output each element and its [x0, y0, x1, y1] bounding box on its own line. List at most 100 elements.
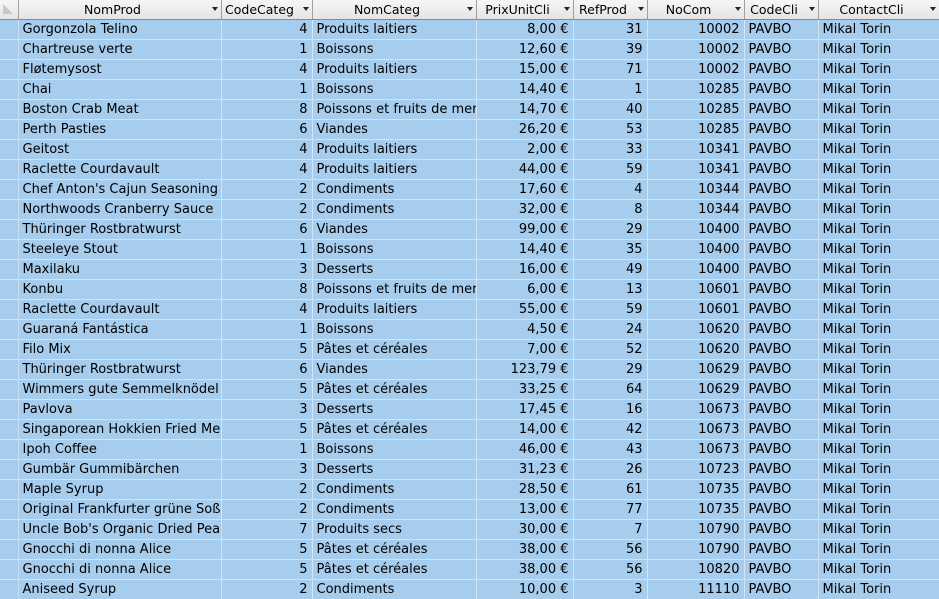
cell-nocom[interactable]: 10344: [647, 199, 745, 220]
cell-nomcateg[interactable]: Viandes: [312, 359, 477, 380]
cell-nocom[interactable]: 10735: [647, 479, 745, 500]
cell-nocom[interactable]: 10285: [647, 79, 745, 100]
cell-nomprod[interactable]: Raclette Courdavault: [18, 299, 222, 320]
cell-codecateg[interactable]: 1: [221, 39, 313, 60]
cell-nomprod[interactable]: Chai: [18, 79, 222, 100]
cell-prixunitcli[interactable]: 7,00 €: [476, 339, 574, 360]
cell-refprod[interactable]: 61: [573, 479, 648, 500]
cell-codecli[interactable]: PAVBO: [744, 59, 819, 80]
cell-codecli[interactable]: PAVBO: [744, 459, 819, 480]
cell-codecateg[interactable]: 5: [221, 379, 313, 400]
cell-nomcateg[interactable]: Pâtes et céréales: [312, 539, 477, 560]
table-row[interactable]: Boston Crab Meat 8 Poissons et fruits de m…: [0, 99, 939, 120]
cell-codecli[interactable]: PAVBO: [744, 359, 819, 380]
column-header-refprod[interactable]: RefProd: [573, 0, 648, 20]
cell-codecateg[interactable]: 1: [221, 319, 313, 340]
cell-nomprod[interactable]: Gumbär Gummibärchen: [18, 459, 222, 480]
cell-prixunitcli[interactable]: 15,00 €: [476, 59, 574, 80]
cell-nomprod[interactable]: Steeleye Stout: [18, 239, 222, 260]
row-selector[interactable]: [0, 39, 19, 60]
cell-nomcateg[interactable]: Condiments: [312, 579, 477, 599]
cell-codecateg[interactable]: 6: [221, 359, 313, 380]
cell-contactcli[interactable]: Mikal Torin: [818, 519, 939, 540]
cell-codecateg[interactable]: 2: [221, 479, 313, 500]
table-row[interactable]: Guaraná Fantástica 1 Boissons 4,50 €24 10620…: [0, 319, 939, 340]
cell-contactcli[interactable]: Mikal Torin: [818, 239, 939, 260]
row-selector[interactable]: [0, 279, 19, 300]
cell-contactcli[interactable]: Mikal Torin: [818, 79, 939, 100]
cell-nomprod[interactable]: Gnocchi di nonna Alice: [18, 559, 222, 580]
cell-nomprod[interactable]: Pavlova: [18, 399, 222, 420]
chevron-down-icon[interactable]: [637, 7, 644, 11]
cell-prixunitcli[interactable]: 2,00 €: [476, 139, 574, 160]
table-row[interactable]: Perth Pasties 6 Viandes 26,20 €53 10285 PAVBO…: [0, 119, 939, 140]
cell-codecateg[interactable]: 4: [221, 59, 313, 80]
cell-nomprod[interactable]: Geitost: [18, 139, 222, 160]
cell-nomprod[interactable]: Filo Mix: [18, 339, 222, 360]
cell-contactcli[interactable]: Mikal Torin: [818, 539, 939, 560]
cell-refprod[interactable]: 71: [573, 59, 648, 80]
cell-codecateg[interactable]: 3: [221, 399, 313, 420]
table-row[interactable]: Raclette Courdavault 4 Produits laitiers 55…: [0, 299, 939, 320]
cell-refprod[interactable]: 31: [573, 19, 648, 40]
cell-refprod[interactable]: 53: [573, 119, 648, 140]
cell-prixunitcli[interactable]: 10,00 €: [476, 579, 574, 599]
cell-nocom[interactable]: 10723: [647, 459, 745, 480]
cell-codecli[interactable]: PAVBO: [744, 279, 819, 300]
row-selector[interactable]: [0, 139, 19, 160]
cell-nocom[interactable]: 10002: [647, 59, 745, 80]
cell-codecli[interactable]: PAVBO: [744, 259, 819, 280]
table-row[interactable]: Raclette Courdavault 4 Produits laitiers 44…: [0, 159, 939, 180]
table-row[interactable]: Northwoods Cranberry Sauce 2 Condiments 32,…: [0, 199, 939, 220]
cell-nocom[interactable]: 10285: [647, 119, 745, 140]
table-row[interactable]: Thüringer Rostbratwurst 6 Viandes 99,00 €29…: [0, 219, 939, 240]
cell-contactcli[interactable]: Mikal Torin: [818, 259, 939, 280]
cell-refprod[interactable]: 56: [573, 559, 648, 580]
table-row[interactable]: Fløtemysost 4 Produits laitiers 15,00 €71 10…: [0, 59, 939, 80]
cell-codecli[interactable]: PAVBO: [744, 119, 819, 140]
row-selector[interactable]: [0, 59, 19, 80]
cell-refprod[interactable]: 56: [573, 539, 648, 560]
chevron-down-icon[interactable]: [466, 7, 473, 11]
chevron-down-icon[interactable]: [563, 7, 570, 11]
table-row[interactable]: Chartreuse verte 1 Boissons 12,60 €39 10002 P…: [0, 39, 939, 60]
table-row[interactable]: Aniseed Syrup 2 Condiments 10,00 €3 11110 PAV…: [0, 579, 939, 599]
cell-codecli[interactable]: PAVBO: [744, 219, 819, 240]
cell-refprod[interactable]: 13: [573, 279, 648, 300]
cell-nomcateg[interactable]: Produits laitiers: [312, 59, 477, 80]
cell-refprod[interactable]: 8: [573, 199, 648, 220]
column-header-nomprod[interactable]: NomProd: [18, 0, 222, 20]
row-selector[interactable]: [0, 159, 19, 180]
cell-codecateg[interactable]: 6: [221, 219, 313, 240]
row-selector[interactable]: [0, 579, 19, 599]
cell-nomprod[interactable]: Gnocchi di nonna Alice: [18, 539, 222, 560]
cell-nocom[interactable]: 10344: [647, 179, 745, 200]
cell-nomcateg[interactable]: Produits laitiers: [312, 19, 477, 40]
cell-nomcateg[interactable]: Desserts: [312, 459, 477, 480]
table-row[interactable]: Maple Syrup 2 Condiments 28,50 €61 10735 PAVB…: [0, 479, 939, 500]
cell-nocom[interactable]: 10673: [647, 399, 745, 420]
select-all-button[interactable]: [0, 0, 19, 20]
cell-codecateg[interactable]: 5: [221, 539, 313, 560]
cell-contactcli[interactable]: Mikal Torin: [818, 299, 939, 320]
cell-contactcli[interactable]: Mikal Torin: [818, 379, 939, 400]
cell-refprod[interactable]: 1: [573, 79, 648, 100]
row-selector[interactable]: [0, 99, 19, 120]
column-header-nomcateg[interactable]: NomCateg: [312, 0, 477, 20]
column-header-codecateg[interactable]: CodeCateg: [221, 0, 313, 20]
cell-prixunitcli[interactable]: 6,00 €: [476, 279, 574, 300]
cell-nomprod[interactable]: Northwoods Cranberry Sauce: [18, 199, 222, 220]
row-selector[interactable]: [0, 359, 19, 380]
cell-nocom[interactable]: 10790: [647, 519, 745, 540]
cell-nocom[interactable]: 10735: [647, 499, 745, 520]
cell-nocom[interactable]: 10601: [647, 279, 745, 300]
cell-contactcli[interactable]: Mikal Torin: [818, 579, 939, 599]
cell-nocom[interactable]: 11110: [647, 579, 745, 599]
row-selector[interactable]: [0, 119, 19, 140]
cell-nomcateg[interactable]: Pâtes et céréales: [312, 559, 477, 580]
cell-contactcli[interactable]: Mikal Torin: [818, 179, 939, 200]
cell-nomprod[interactable]: Boston Crab Meat: [18, 99, 222, 120]
cell-prixunitcli[interactable]: 55,00 €: [476, 299, 574, 320]
cell-nocom[interactable]: 10002: [647, 19, 745, 40]
cell-refprod[interactable]: 4: [573, 179, 648, 200]
